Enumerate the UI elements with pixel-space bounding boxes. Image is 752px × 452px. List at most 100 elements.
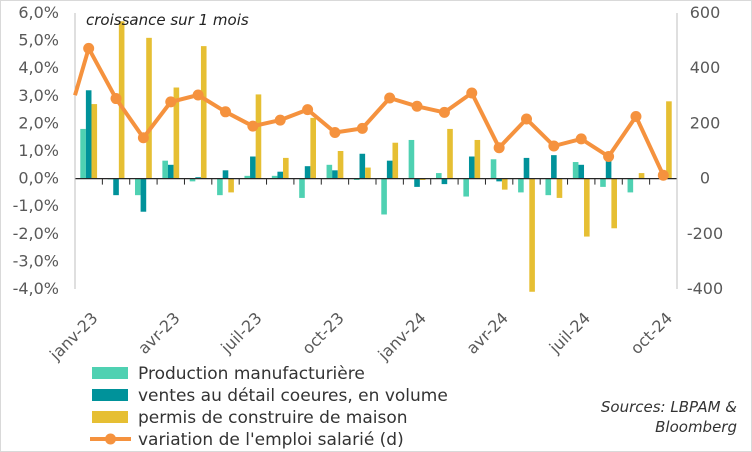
bar [359,153,366,179]
bar [85,90,92,179]
bar [250,156,256,179]
bar [228,178,234,193]
bar [518,178,524,193]
bar [501,178,508,190]
bar [414,178,420,187]
line-point [274,114,286,126]
left-tick-label: 6,0% [18,3,59,22]
bar [468,156,475,179]
line-point [356,122,368,134]
line-point [521,113,532,125]
line-point [657,169,669,181]
left-axis: -4,0% -3,0% -2,0% -1,0% 0,0% 1,0% 2,0% 3,0% 4,0%… [13,3,59,298]
left-tick-label: -2,0% [13,224,59,243]
x-tick-label: oct-23 [298,308,347,357]
right-axis: -400 -200 0 200 400 600 [687,3,723,298]
bar [611,178,617,229]
bar [299,178,305,198]
right-tick-label: 200 [690,113,721,132]
bar [545,178,552,196]
bar [332,170,338,179]
x-tick-label: juil-23 [216,308,265,357]
bar [666,101,672,179]
x-tick-label: janv-24 [374,308,430,364]
bar [441,178,448,185]
source-line: Sources: LBPAM & [601,398,737,416]
left-tick-label: 3,0% [18,86,59,105]
line-point [302,104,314,116]
left-tick-label: 1,0% [18,141,59,160]
bar [600,178,606,187]
bar [605,153,612,179]
line-point [220,106,231,118]
bar [496,178,502,182]
bar [447,128,453,179]
left-tick-label: 2,0% [18,113,59,132]
legend-label: variation de l'emploi salarié (d) [138,430,404,450]
bar [200,46,207,179]
x-tick-label: juil-24 [545,308,594,357]
bar [277,171,284,179]
bar [118,21,125,179]
legend-label: permis de construire de maison [138,408,408,428]
legend-swatch [92,367,128,379]
bar [386,160,393,179]
bar [217,178,223,196]
line-point [165,96,177,108]
bar [255,94,262,179]
left-tick-label: 4,0% [18,58,59,77]
line-series [73,42,669,181]
left-tick-label: -1,0% [13,196,59,215]
bar [490,159,497,179]
bar [162,160,168,179]
line-point [247,120,259,132]
line-point [411,100,423,112]
bar [283,157,289,179]
bar [381,178,387,215]
line-point [575,133,587,145]
axes-lines [74,13,678,289]
right-tick-label: -400 [687,279,723,298]
bar [304,166,311,179]
bar [337,151,344,179]
line-point [493,142,505,154]
bar [436,173,442,179]
bar [474,139,481,179]
bar-series [80,21,672,292]
x-tick-label: avr-23 [134,308,183,357]
left-tick-label: 0,0% [18,169,59,188]
employment-line [73,46,666,177]
line-point [329,127,341,139]
bar [167,164,174,179]
bar [365,167,371,179]
line-point [603,151,615,163]
bar [584,178,590,237]
bar [244,175,251,179]
bar [189,178,196,182]
right-tick-label: -200 [687,224,723,243]
line-point [192,89,204,101]
bar [572,162,579,179]
line-point [548,140,560,152]
left-tick-label: 5,0% [18,31,59,50]
bar [91,104,98,179]
right-tick-label: 400 [690,58,721,77]
bar [135,178,141,196]
right-tick-label: 600 [690,3,721,22]
bar [113,178,119,196]
line-point [137,132,149,144]
bar [463,178,469,197]
bar [556,178,563,198]
legend-label: ventes au détail coeures, en volume [138,386,448,406]
legend-marker [105,433,116,445]
bar [392,142,399,179]
line-point [110,93,122,105]
bar [80,128,86,179]
bar [578,164,585,179]
bar [353,178,360,180]
bar [551,155,557,179]
x-axis: janv-23 avr-23 juil-23 oct-23 janv-24 avr-24 j… [45,308,676,364]
